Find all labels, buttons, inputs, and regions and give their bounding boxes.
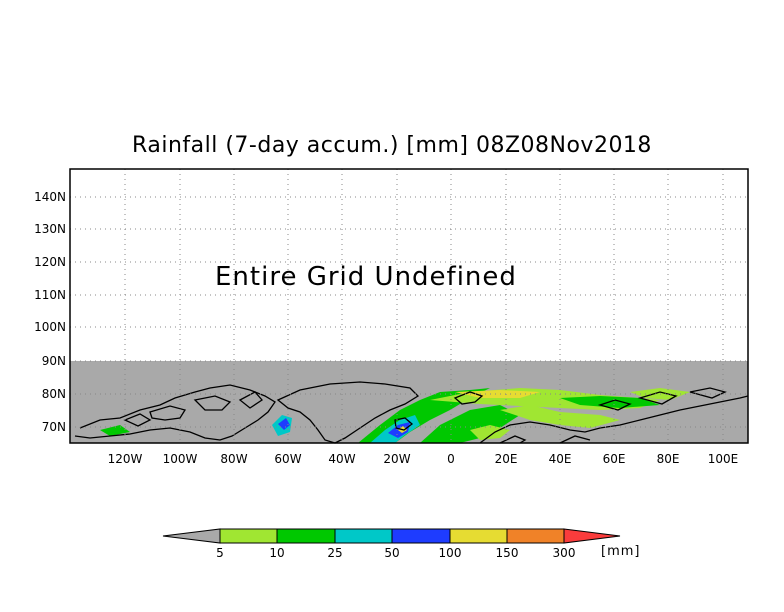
colorbar-label: 50 [384, 546, 400, 560]
colorbar-segment-10-25 [276, 528, 336, 544]
lon-label: 60E [602, 452, 626, 466]
colorbar-label: 300 [552, 546, 576, 560]
lon-label: 40E [548, 452, 572, 466]
lon-label: 120W [107, 452, 143, 466]
lon-label: 20W [383, 452, 411, 466]
colorbar-segment-150-300 [506, 528, 565, 544]
lat-label: 140N [34, 190, 66, 204]
colorbar-segment-5-10 [219, 528, 278, 544]
lat-label: 130N [34, 222, 66, 236]
lat-label: 110N [34, 288, 66, 302]
lon-label: 0 [447, 452, 455, 466]
lat-label: 100N [34, 320, 66, 334]
colorbar-label: 10 [269, 546, 285, 560]
colorbar-segment-25-50 [334, 528, 393, 544]
colorbar-above-triangle [563, 528, 621, 544]
colorbar-unit: [mm] [601, 544, 641, 559]
colorbar-label: 100 [438, 546, 462, 560]
chart-title: Rainfall (7-day accum.) [mm] 08Z08Nov201… [132, 133, 652, 158]
lat-label: 120N [34, 255, 66, 269]
colorbar-segment-50-100 [391, 528, 451, 544]
lat-label: 80N [41, 387, 66, 401]
colorbar-label: 25 [327, 546, 343, 560]
colorbar-below-triangle [162, 528, 221, 544]
undefined-grid-message: Entire Grid Undefined [215, 262, 517, 292]
lon-label: 60W [274, 452, 302, 466]
lon-label: 80W [220, 452, 248, 466]
graticule [70, 169, 748, 443]
colorbar [162, 528, 621, 544]
lon-label: 20E [494, 452, 518, 466]
map-plot-area [69, 168, 749, 444]
colorbar-label: 5 [216, 546, 224, 560]
colorbar-segment-100-150 [449, 528, 508, 544]
map-frame [69, 168, 749, 444]
lat-label: 90N [41, 354, 66, 368]
colorbar-label: 150 [495, 546, 519, 560]
lon-label: 40W [328, 452, 356, 466]
lon-label: 80E [656, 452, 680, 466]
lat-label: 70N [41, 420, 66, 434]
lon-label: 100E [707, 452, 739, 466]
lon-label: 100W [162, 452, 198, 466]
